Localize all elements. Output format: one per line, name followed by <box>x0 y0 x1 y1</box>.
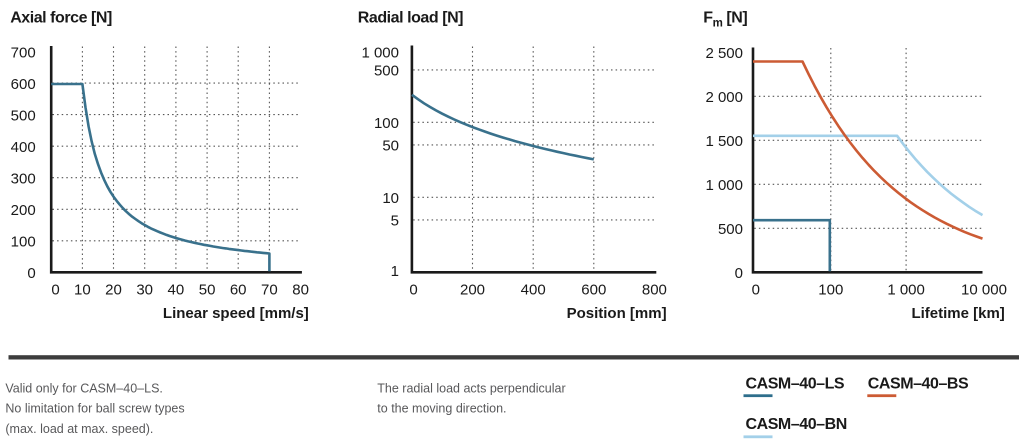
svg-text:0: 0 <box>27 265 35 282</box>
svg-text:10: 10 <box>382 190 399 207</box>
svg-text:200: 200 <box>460 281 485 298</box>
svg-text:0: 0 <box>51 281 59 298</box>
svg-text:100: 100 <box>374 115 399 132</box>
svg-text:0: 0 <box>409 281 417 298</box>
svg-text:0: 0 <box>752 282 760 299</box>
svg-text:CASM–40–BS: CASM–40–BS <box>868 376 969 393</box>
svg-text:0: 0 <box>735 265 743 282</box>
svg-text:1 000: 1 000 <box>705 177 743 194</box>
svg-text:(max. load at max. speed).: (max. load at max. speed). <box>5 422 153 436</box>
svg-text:The radial load acts perpendic: The radial load acts perpendicular <box>377 382 565 396</box>
svg-text:30: 30 <box>136 281 153 298</box>
svg-text:500: 500 <box>11 107 36 124</box>
svg-text:Valid only for CASM–40–LS.: Valid only for CASM–40–LS. <box>5 382 163 396</box>
svg-text:300: 300 <box>11 171 36 188</box>
svg-text:500: 500 <box>718 221 743 238</box>
svg-text:50: 50 <box>382 138 399 155</box>
svg-text:50: 50 <box>199 281 216 298</box>
svg-text:Fm [N]: Fm [N] <box>703 10 747 30</box>
svg-text:700: 700 <box>11 44 36 61</box>
svg-text:500: 500 <box>374 63 399 80</box>
svg-text:CASM–40–BN: CASM–40–BN <box>746 416 847 433</box>
svg-text:1: 1 <box>391 263 399 280</box>
svg-text:70: 70 <box>261 281 278 298</box>
svg-text:10: 10 <box>74 281 91 298</box>
svg-text:800: 800 <box>642 281 667 298</box>
svg-text:600: 600 <box>11 76 36 93</box>
svg-text:Position [mm]: Position [mm] <box>567 305 667 322</box>
svg-text:400: 400 <box>521 281 546 298</box>
svg-text:200: 200 <box>11 202 36 219</box>
svg-text:20: 20 <box>105 281 122 298</box>
svg-text:5: 5 <box>391 213 399 230</box>
svg-text:100: 100 <box>11 234 36 251</box>
svg-text:No limitation for ball screw t: No limitation for ball screw types <box>5 402 184 416</box>
svg-text:1 000: 1 000 <box>887 282 925 299</box>
svg-text:80: 80 <box>292 281 309 298</box>
svg-text:Linear speed [mm/s]: Linear speed [mm/s] <box>163 305 309 322</box>
svg-text:Axial force [N]: Axial force [N] <box>10 10 112 27</box>
svg-text:400: 400 <box>11 139 36 156</box>
svg-text:40: 40 <box>168 281 185 298</box>
svg-text:60: 60 <box>230 281 247 298</box>
svg-text:Lifetime [km]: Lifetime [km] <box>911 305 1004 322</box>
svg-text:100: 100 <box>818 282 843 299</box>
svg-text:to the moving direction.: to the moving direction. <box>377 402 506 416</box>
svg-text:Radial load [N]: Radial load [N] <box>358 10 463 27</box>
svg-text:600: 600 <box>581 281 606 298</box>
svg-text:1 000: 1 000 <box>361 45 399 62</box>
svg-text:2 500: 2 500 <box>705 45 743 62</box>
svg-text:CASM–40–LS: CASM–40–LS <box>746 376 845 393</box>
svg-text:1 500: 1 500 <box>705 133 743 150</box>
svg-text:2 000: 2 000 <box>705 89 743 106</box>
svg-text:10 000: 10 000 <box>961 282 1007 299</box>
